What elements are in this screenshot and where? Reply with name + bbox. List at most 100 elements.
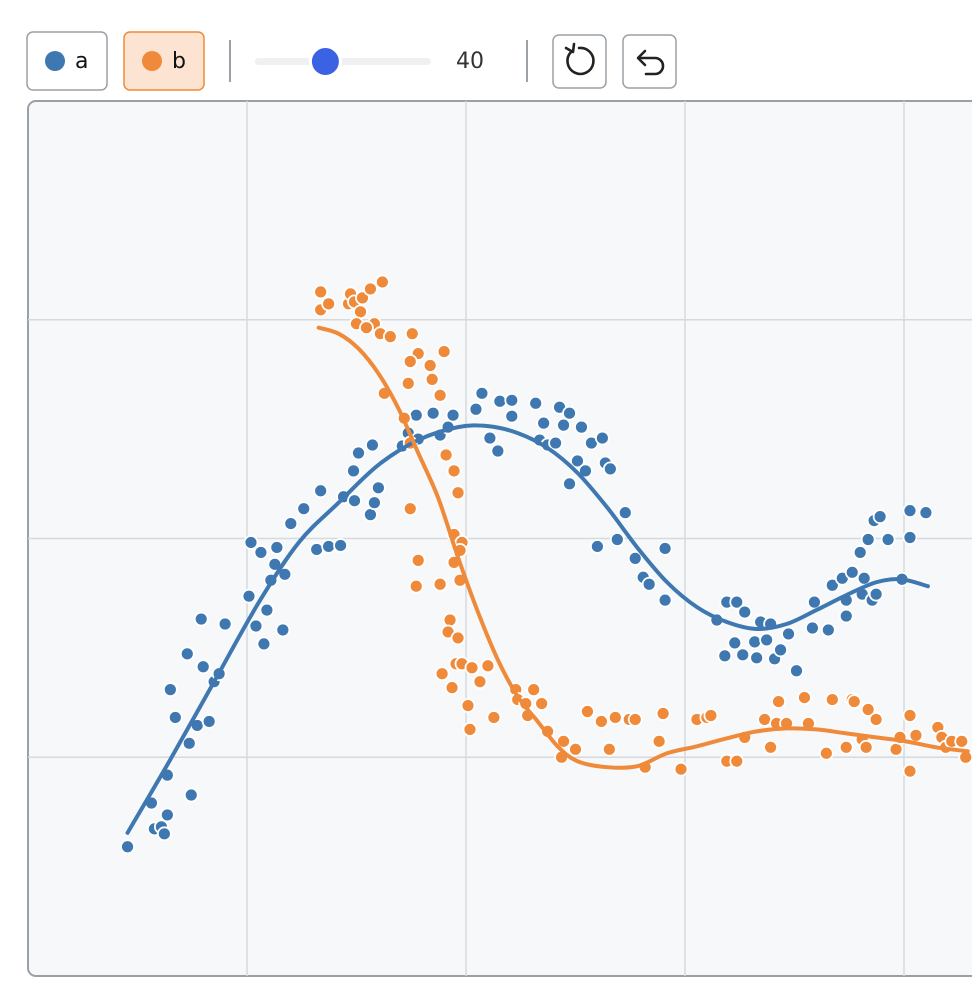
- slider-value: 40: [456, 49, 484, 74]
- point: [844, 564, 860, 580]
- point: [313, 483, 329, 499]
- plot: [28, 101, 972, 976]
- point: [445, 407, 461, 423]
- point: [253, 545, 269, 560]
- point: [269, 540, 285, 555]
- point: [655, 706, 671, 721]
- point: [120, 839, 135, 855]
- point: [464, 660, 480, 676]
- point: [574, 419, 589, 435]
- point: [462, 722, 478, 737]
- point: [179, 646, 195, 662]
- point: [918, 505, 934, 521]
- point: [781, 626, 796, 642]
- legend-button[interactable]: b: [123, 31, 205, 91]
- legend-button-frame[interactable]: [26, 31, 108, 91]
- point: [450, 630, 466, 646]
- point: [602, 461, 618, 477]
- point: [838, 608, 854, 624]
- point: [860, 532, 876, 547]
- point: [408, 578, 424, 594]
- point: [872, 509, 888, 525]
- point: [472, 674, 488, 690]
- legend-label[interactable]: a: [75, 49, 88, 74]
- point: [492, 393, 508, 409]
- point: [852, 545, 868, 560]
- point: [657, 541, 673, 556]
- point: [534, 696, 550, 711]
- point: [570, 453, 585, 469]
- point: [556, 417, 571, 433]
- point: [436, 344, 452, 359]
- point: [201, 714, 217, 729]
- point: [627, 712, 643, 727]
- point: [838, 739, 854, 755]
- undo-icon-arrow[interactable]: [636, 49, 647, 67]
- point: [805, 620, 820, 636]
- point: [243, 535, 259, 550]
- point: [424, 372, 440, 387]
- slider-knob[interactable]: [308, 45, 342, 78]
- point: [727, 635, 743, 651]
- trend-line: [316, 325, 970, 770]
- point: [275, 622, 291, 638]
- legend-button-frame[interactable]: [123, 31, 205, 91]
- point: [562, 405, 577, 421]
- reset-button[interactable]: [552, 34, 607, 89]
- point: [888, 741, 904, 757]
- point: [432, 387, 448, 403]
- point: [353, 304, 368, 320]
- point: [438, 447, 454, 463]
- point: [763, 739, 779, 755]
- point: [807, 594, 822, 610]
- point: [594, 430, 610, 446]
- reset-icon[interactable]: [566, 46, 595, 76]
- point: [657, 592, 673, 608]
- point: [374, 274, 390, 290]
- point: [482, 430, 498, 446]
- point: [789, 663, 804, 679]
- legend-button[interactable]: a: [26, 31, 108, 91]
- button-frame[interactable]: [622, 34, 677, 89]
- point: [444, 680, 460, 696]
- point: [402, 354, 418, 369]
- point: [446, 463, 462, 479]
- point: [486, 710, 502, 725]
- point: [217, 616, 233, 632]
- point: [450, 485, 466, 501]
- point: [908, 727, 924, 743]
- point: [309, 542, 325, 557]
- point: [820, 622, 836, 638]
- point: [757, 712, 773, 727]
- legend-swatch[interactable]: [45, 51, 65, 71]
- legend-swatch[interactable]: [142, 51, 162, 71]
- point: [528, 395, 544, 411]
- point: [627, 550, 643, 566]
- point: [422, 358, 438, 373]
- point: [737, 604, 753, 620]
- point: [868, 586, 884, 602]
- point: [442, 612, 458, 628]
- legend-label[interactable]: b: [172, 49, 186, 74]
- point: [259, 602, 275, 618]
- point: [468, 401, 484, 417]
- point: [333, 538, 348, 553]
- point: [193, 611, 209, 627]
- point: [562, 476, 577, 492]
- undo-button[interactable]: [622, 34, 677, 89]
- point: [382, 329, 398, 345]
- point: [580, 704, 595, 719]
- point: [321, 539, 337, 554]
- point: [359, 320, 374, 336]
- point: [617, 505, 633, 521]
- point: [703, 708, 719, 723]
- point: [408, 407, 424, 423]
- slider-track[interactable]: [255, 58, 431, 65]
- point: [351, 445, 366, 461]
- undo-icon[interactable]: [637, 56, 665, 76]
- reset-icon-arrow[interactable]: [564, 42, 576, 54]
- point: [283, 516, 299, 531]
- point: [797, 690, 812, 705]
- button-frame[interactable]: [552, 34, 607, 89]
